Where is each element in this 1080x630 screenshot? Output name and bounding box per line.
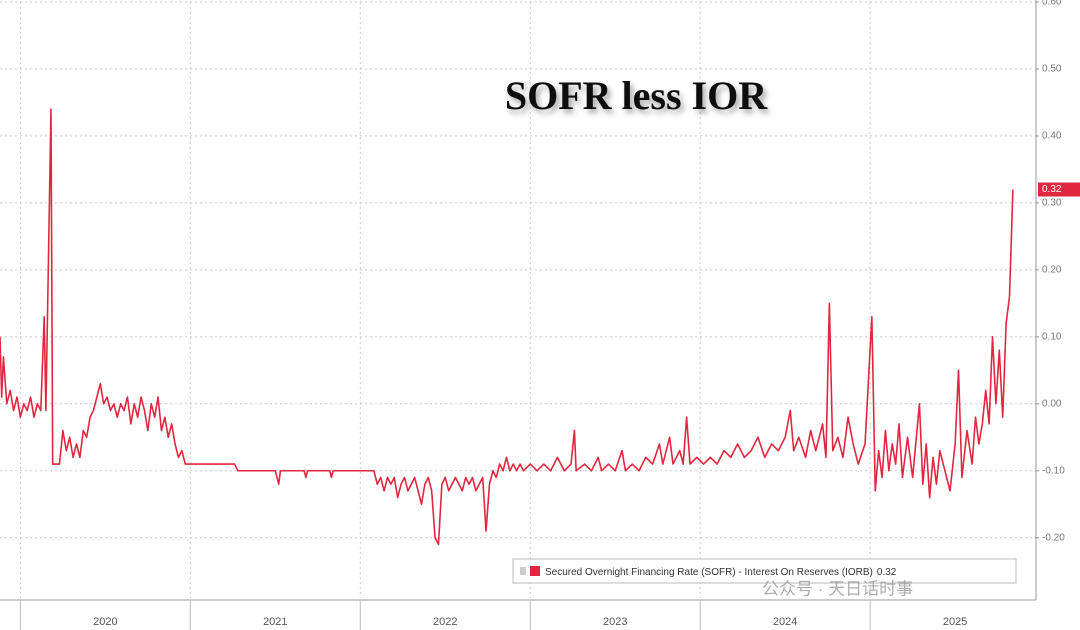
x-tick-label: 2022: [433, 616, 457, 628]
y-tick-label: 0.60: [1042, 0, 1062, 8]
y-tick-label: 0.30: [1042, 198, 1062, 209]
grid: [0, 1, 1035, 598]
legend-entry: Secured Overnight Financing Rate (SOFR) …: [545, 567, 897, 578]
x-tick-label: 2020: [93, 616, 117, 628]
x-tick-label: 2024: [773, 616, 797, 628]
legend: Secured Overnight Financing Rate (SOFR) …: [512, 558, 1017, 584]
x-tick-label: 2021: [263, 616, 287, 628]
series-line: [0, 108, 1014, 546]
legend-value: 0.32: [877, 567, 897, 578]
y-tick-label: 0.10: [1042, 331, 1062, 342]
y-tick-label: -0.20: [1042, 532, 1065, 543]
y-tick-label: 0.40: [1042, 131, 1062, 142]
legend-swatch: [530, 566, 540, 576]
x-tick-label: 2023: [603, 616, 627, 628]
legend-box: [512, 558, 1017, 584]
last-value-label: 0.32: [1042, 184, 1062, 195]
y-tick-label: 0.50: [1042, 64, 1062, 75]
y-tick-label: -0.10: [1042, 465, 1065, 476]
y-tick-label: 0.00: [1042, 398, 1062, 409]
last-value-badge: [1038, 182, 1080, 197]
plot: [0, 108, 1014, 546]
chart-title: SOFR less IOR: [505, 73, 768, 118]
legend-handle: [520, 567, 526, 575]
x-tick-label: 2025: [943, 616, 967, 628]
watermark: 公众号 · 天日话时事: [762, 579, 913, 598]
y-tick-label: 0.20: [1042, 265, 1062, 276]
legend-label: Secured Overnight Financing Rate (SOFR) …: [545, 567, 873, 578]
